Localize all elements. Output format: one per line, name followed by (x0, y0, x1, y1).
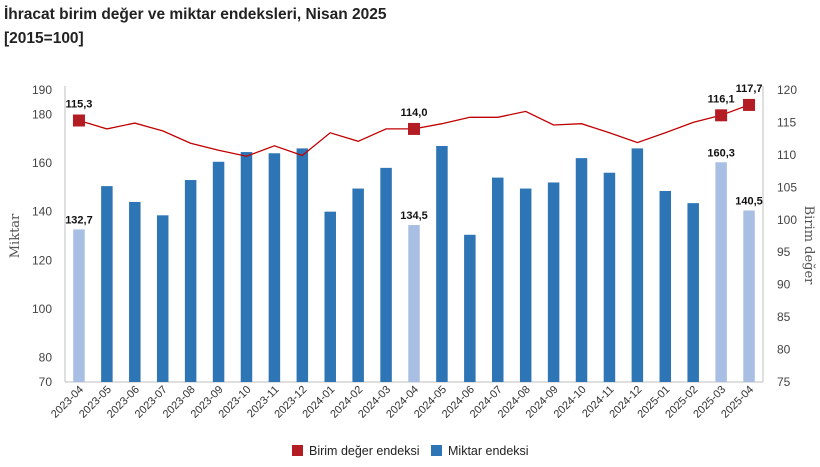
bar-data-label: 132,7 (65, 214, 93, 226)
left-tick-label: 80 (39, 351, 53, 365)
line-marker (72, 114, 85, 127)
line-marker (743, 98, 756, 111)
legend-label: Miktar endeksi (448, 444, 529, 458)
line-data-label: 117,7 (736, 83, 763, 95)
line-data-label: 115,3 (65, 98, 92, 110)
left-axis-title: Miktar (8, 213, 23, 258)
bar-miktar (73, 229, 85, 382)
left-tick-label: 120 (32, 253, 52, 267)
line-marker (715, 109, 728, 122)
bar-miktar (408, 225, 420, 382)
bar-miktar (324, 211, 336, 382)
bar-miktar (184, 180, 197, 382)
bar-miktar (659, 190, 672, 382)
bar-miktar (268, 153, 281, 382)
bar-miktar (436, 145, 448, 382)
right-tick-label: 85 (777, 310, 791, 324)
chart-title-line2: [2015=100] (4, 30, 84, 47)
right-tick-label: 115 (777, 115, 796, 129)
chart-title-line1: İhracat birim değer ve miktar endeksleri… (4, 6, 387, 23)
legend-swatch (431, 445, 442, 456)
right-tick-label: 80 (777, 343, 791, 357)
bar-miktar (715, 162, 727, 382)
bar-miktar (129, 201, 141, 382)
bar-miktar (240, 152, 253, 382)
bar-data-label: 134,5 (400, 210, 428, 222)
bar-miktar (352, 188, 364, 382)
bar-miktar (492, 177, 504, 382)
bar-data-label: 160,3 (707, 147, 735, 159)
bar-miktar (101, 186, 113, 382)
bar-data-label: 140,5 (735, 195, 763, 207)
left-tick-label: 140 (32, 205, 52, 219)
legend-label: Birim değer endeksi (309, 444, 419, 458)
line-data-label: 114,0 (401, 107, 428, 119)
right-tick-label: 110 (777, 148, 796, 162)
bar-miktar (743, 210, 755, 382)
left-tick-label: 180 (32, 107, 52, 121)
left-tick-label: 160 (32, 156, 52, 170)
right-tick-label: 120 (777, 83, 797, 97)
right-axis-title: Birim değer (801, 206, 816, 286)
line-data-label: 116,1 (708, 93, 735, 105)
legend-swatch (292, 445, 303, 456)
left-tick-label: 100 (32, 302, 52, 316)
right-tick-label: 90 (777, 278, 791, 292)
line-marker (408, 122, 420, 135)
bar-miktar (519, 188, 532, 382)
chart-title: İhracat birim değer ve miktar endeksleri… (4, 3, 387, 51)
left-tick-label: 70 (39, 375, 53, 389)
bar-miktar (575, 158, 588, 382)
right-tick-label: 95 (777, 245, 791, 259)
bar-miktar (156, 215, 169, 382)
bar-miktar (380, 167, 392, 382)
bar-miktar (212, 161, 225, 382)
bar-miktar (296, 148, 309, 382)
right-tick-label: 105 (777, 180, 797, 194)
bar-miktar (464, 234, 476, 382)
bar-miktar (603, 172, 616, 382)
left-tick-label: 190 (32, 83, 52, 97)
right-tick-label: 75 (777, 375, 791, 389)
bar-miktar (687, 203, 699, 382)
bar-miktar (547, 182, 560, 382)
bar-miktar (631, 148, 644, 382)
right-tick-label: 100 (777, 213, 797, 227)
